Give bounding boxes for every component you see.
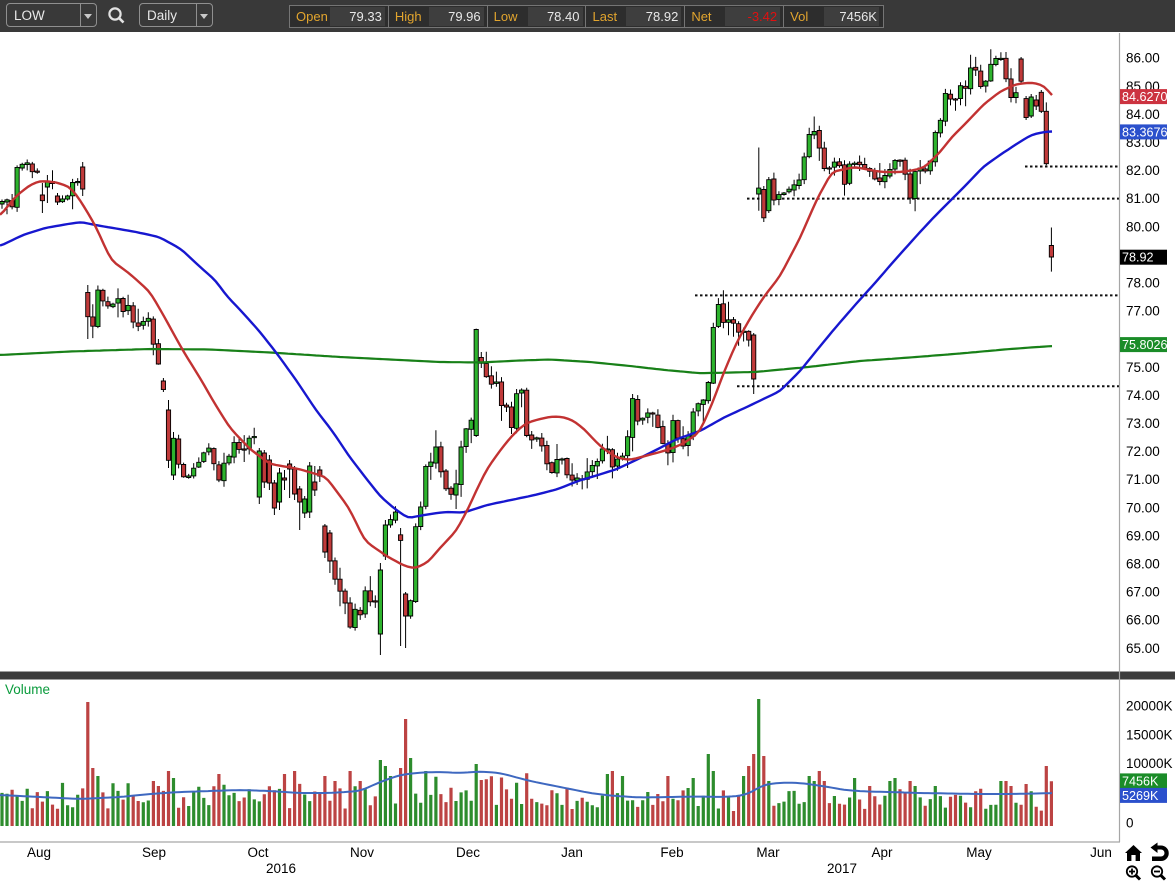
svg-text:67.00: 67.00 <box>1126 585 1160 600</box>
svg-text:75.00: 75.00 <box>1126 360 1160 375</box>
svg-text:69.00: 69.00 <box>1126 528 1160 543</box>
svg-text:Dec: Dec <box>456 845 480 860</box>
svg-text:20000K: 20000K <box>1126 698 1173 713</box>
svg-text:75.8026: 75.8026 <box>1122 338 1168 352</box>
svg-text:71.00: 71.00 <box>1126 472 1160 487</box>
svg-text:86.00: 86.00 <box>1126 51 1160 66</box>
svg-text:74.00: 74.00 <box>1126 388 1160 403</box>
svg-text:Mar: Mar <box>756 845 780 860</box>
svg-text:15000K: 15000K <box>1126 727 1173 742</box>
svg-text:5269K: 5269K <box>1122 789 1159 803</box>
svg-text:84.6270: 84.6270 <box>1122 90 1168 104</box>
svg-text:65.00: 65.00 <box>1126 641 1160 656</box>
svg-text:10000K: 10000K <box>1126 756 1173 771</box>
svg-text:82.00: 82.00 <box>1126 163 1160 178</box>
svg-text:2016: 2016 <box>266 861 296 876</box>
svg-text:77.00: 77.00 <box>1126 304 1160 319</box>
svg-text:May: May <box>966 845 992 860</box>
svg-text:83.3676: 83.3676 <box>1122 125 1168 139</box>
svg-text:72.00: 72.00 <box>1126 444 1160 459</box>
svg-text:Apr: Apr <box>871 845 893 860</box>
svg-text:78.00: 78.00 <box>1126 276 1160 291</box>
svg-text:Volume: Volume <box>5 682 50 697</box>
svg-text:7456K: 7456K <box>1122 774 1159 788</box>
svg-text:Sep: Sep <box>142 845 166 860</box>
svg-text:73.00: 73.00 <box>1126 416 1160 431</box>
svg-text:Jun: Jun <box>1090 845 1112 860</box>
svg-text:Jan: Jan <box>561 845 583 860</box>
svg-text:Oct: Oct <box>247 845 268 860</box>
svg-text:78.92: 78.92 <box>1122 251 1154 265</box>
svg-text:81.00: 81.00 <box>1126 191 1160 206</box>
svg-text:Feb: Feb <box>660 845 683 860</box>
svg-text:66.00: 66.00 <box>1126 613 1160 628</box>
svg-text:84.00: 84.00 <box>1126 107 1160 122</box>
svg-text:0: 0 <box>1126 816 1134 831</box>
svg-text:2017: 2017 <box>827 861 857 876</box>
svg-text:Nov: Nov <box>350 845 374 860</box>
svg-text:68.00: 68.00 <box>1126 557 1160 572</box>
svg-text:80.00: 80.00 <box>1126 219 1160 234</box>
svg-text:70.00: 70.00 <box>1126 500 1160 515</box>
svg-text:Aug: Aug <box>27 845 51 860</box>
